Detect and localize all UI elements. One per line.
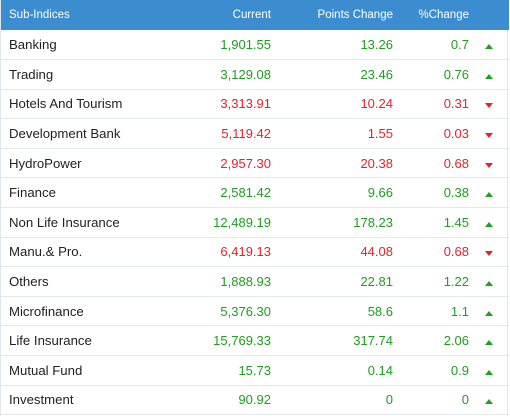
sub-index-name[interactable]: HydroPower bbox=[9, 155, 82, 171]
current-value: 2,957.30 bbox=[220, 155, 271, 171]
table-row[interactable]: Life Insurance 15,769.33 317.74 2.06 bbox=[1, 326, 509, 356]
triangle-up-icon bbox=[485, 221, 493, 227]
points-change-value: 317.74 bbox=[353, 333, 393, 349]
triangle-down-icon bbox=[485, 162, 493, 168]
sub-index-name[interactable]: Others bbox=[9, 274, 49, 290]
sub-index-name[interactable]: Banking bbox=[9, 37, 57, 53]
points-change-value: 0 bbox=[385, 392, 393, 408]
triangle-up-icon bbox=[485, 369, 493, 375]
sub-index-name[interactable]: Finance bbox=[9, 185, 56, 201]
table-header-row: Sub-Indices Current Points Change %Chang… bbox=[1, 0, 509, 30]
header-current[interactable]: Current bbox=[232, 9, 271, 21]
sub-index-name[interactable]: Trading bbox=[9, 66, 54, 82]
table-row[interactable]: Finance 2,581.42 9.66 0.38 bbox=[1, 178, 509, 208]
header-points-change[interactable]: Points Change bbox=[317, 9, 393, 21]
percent-change-value: 0.38 bbox=[443, 185, 469, 201]
table-row[interactable]: Hotels And Tourism 3,313.91 10.24 0.31 bbox=[1, 89, 509, 119]
current-value: 2,581.42 bbox=[220, 185, 271, 201]
table-row[interactable]: Others 1,888.93 22.81 1.22 bbox=[1, 267, 509, 297]
points-change-value: 10.24 bbox=[360, 96, 393, 112]
triangle-up-icon bbox=[485, 310, 493, 316]
percent-change-value: 0 bbox=[461, 392, 469, 408]
table-row[interactable]: HydroPower 2,957.30 20.38 0.68 bbox=[1, 148, 509, 178]
table-row[interactable]: Manu.& Pro. 6,419.13 44.08 0.68 bbox=[1, 237, 509, 267]
current-value: 90.92 bbox=[238, 392, 271, 408]
points-change-value: 20.38 bbox=[360, 155, 393, 171]
current-value: 6,419.13 bbox=[220, 244, 271, 260]
sub-index-name[interactable]: Non Life Insurance bbox=[9, 214, 120, 230]
table-row[interactable]: Investment 90.92 0 0 bbox=[1, 385, 509, 415]
triangle-up-icon bbox=[485, 44, 493, 50]
trend-cell bbox=[469, 148, 509, 178]
current-value: 12,489.19 bbox=[213, 214, 271, 230]
percent-change-value: 0.7 bbox=[450, 37, 469, 53]
current-value: 15.73 bbox=[238, 362, 271, 378]
trend-cell bbox=[469, 267, 509, 297]
table-row[interactable]: Banking 1,901.55 13.26 0.7 bbox=[1, 30, 509, 60]
percent-change-value: 1.1 bbox=[450, 303, 469, 319]
triangle-up-icon bbox=[485, 192, 493, 198]
points-change-value: 13.26 bbox=[360, 37, 393, 53]
trend-cell bbox=[469, 30, 509, 60]
sub-index-name[interactable]: Hotels And Tourism bbox=[9, 96, 123, 112]
trend-cell bbox=[469, 178, 509, 208]
trend-cell bbox=[469, 237, 509, 267]
current-value: 3,313.91 bbox=[220, 96, 271, 112]
percent-change-value: 0.76 bbox=[443, 66, 469, 82]
points-change-value: 9.66 bbox=[367, 185, 393, 201]
trend-cell bbox=[469, 385, 509, 415]
current-value: 15,769.33 bbox=[213, 333, 271, 349]
table-row[interactable]: Trading 3,129.08 23.46 0.76 bbox=[1, 60, 509, 90]
table-row[interactable]: Development Bank 5,119.42 1.55 0.03 bbox=[1, 119, 509, 149]
current-value: 5,376.30 bbox=[220, 303, 271, 319]
percent-change-value: 0.68 bbox=[443, 244, 469, 260]
trend-cell bbox=[469, 119, 509, 149]
percent-change-value: 0.68 bbox=[443, 155, 469, 171]
triangle-up-icon bbox=[485, 399, 493, 405]
percent-change-value: 2.06 bbox=[443, 333, 469, 349]
trend-cell bbox=[469, 296, 509, 326]
triangle-up-icon bbox=[485, 73, 493, 79]
points-change-value: 23.46 bbox=[360, 66, 393, 82]
percent-change-value: 1.22 bbox=[443, 274, 469, 290]
percent-change-value: 0.03 bbox=[443, 126, 469, 142]
table-row[interactable]: Microfinance 5,376.30 58.6 1.1 bbox=[1, 296, 509, 326]
triangle-down-icon bbox=[485, 251, 493, 257]
points-change-value: 1.55 bbox=[367, 126, 393, 142]
table-row[interactable]: Non Life Insurance 12,489.19 178.23 1.45 bbox=[1, 208, 509, 238]
table-row[interactable]: Mutual Fund 15.73 0.14 0.9 bbox=[1, 356, 509, 386]
percent-change-value: 1.45 bbox=[443, 214, 469, 230]
points-change-value: 0.14 bbox=[367, 362, 393, 378]
percent-change-value: 0.31 bbox=[443, 96, 469, 112]
trend-cell bbox=[469, 89, 509, 119]
current-value: 1,888.93 bbox=[220, 274, 271, 290]
sub-index-name[interactable]: Microfinance bbox=[9, 303, 84, 319]
points-change-value: 58.6 bbox=[367, 303, 393, 319]
current-value: 1,901.55 bbox=[220, 37, 271, 53]
trend-cell bbox=[469, 60, 509, 90]
triangle-up-icon bbox=[485, 340, 493, 346]
percent-change-value: 0.9 bbox=[450, 362, 469, 378]
sub-index-name[interactable]: Mutual Fund bbox=[9, 362, 83, 378]
triangle-up-icon bbox=[485, 281, 493, 287]
current-value: 5,119.42 bbox=[221, 126, 271, 142]
current-value: 3,129.08 bbox=[220, 66, 271, 82]
sub-index-name[interactable]: Development Bank bbox=[9, 126, 121, 142]
points-change-value: 178.23 bbox=[353, 214, 393, 230]
trend-cell bbox=[469, 326, 509, 356]
header-trend bbox=[469, 0, 509, 30]
sub-index-name[interactable]: Manu.& Pro. bbox=[9, 244, 83, 260]
sub-index-name[interactable]: Life Insurance bbox=[9, 333, 92, 349]
triangle-down-icon bbox=[485, 133, 493, 139]
header-percent-change[interactable]: %Change bbox=[418, 9, 469, 21]
header-sub-indices[interactable]: Sub-Indices bbox=[9, 9, 70, 21]
points-change-value: 44.08 bbox=[360, 244, 393, 260]
trend-cell bbox=[469, 356, 509, 386]
triangle-down-icon bbox=[485, 103, 493, 109]
trend-cell bbox=[469, 208, 509, 238]
sub-index-name[interactable]: Investment bbox=[9, 392, 74, 408]
points-change-value: 22.81 bbox=[360, 274, 393, 290]
